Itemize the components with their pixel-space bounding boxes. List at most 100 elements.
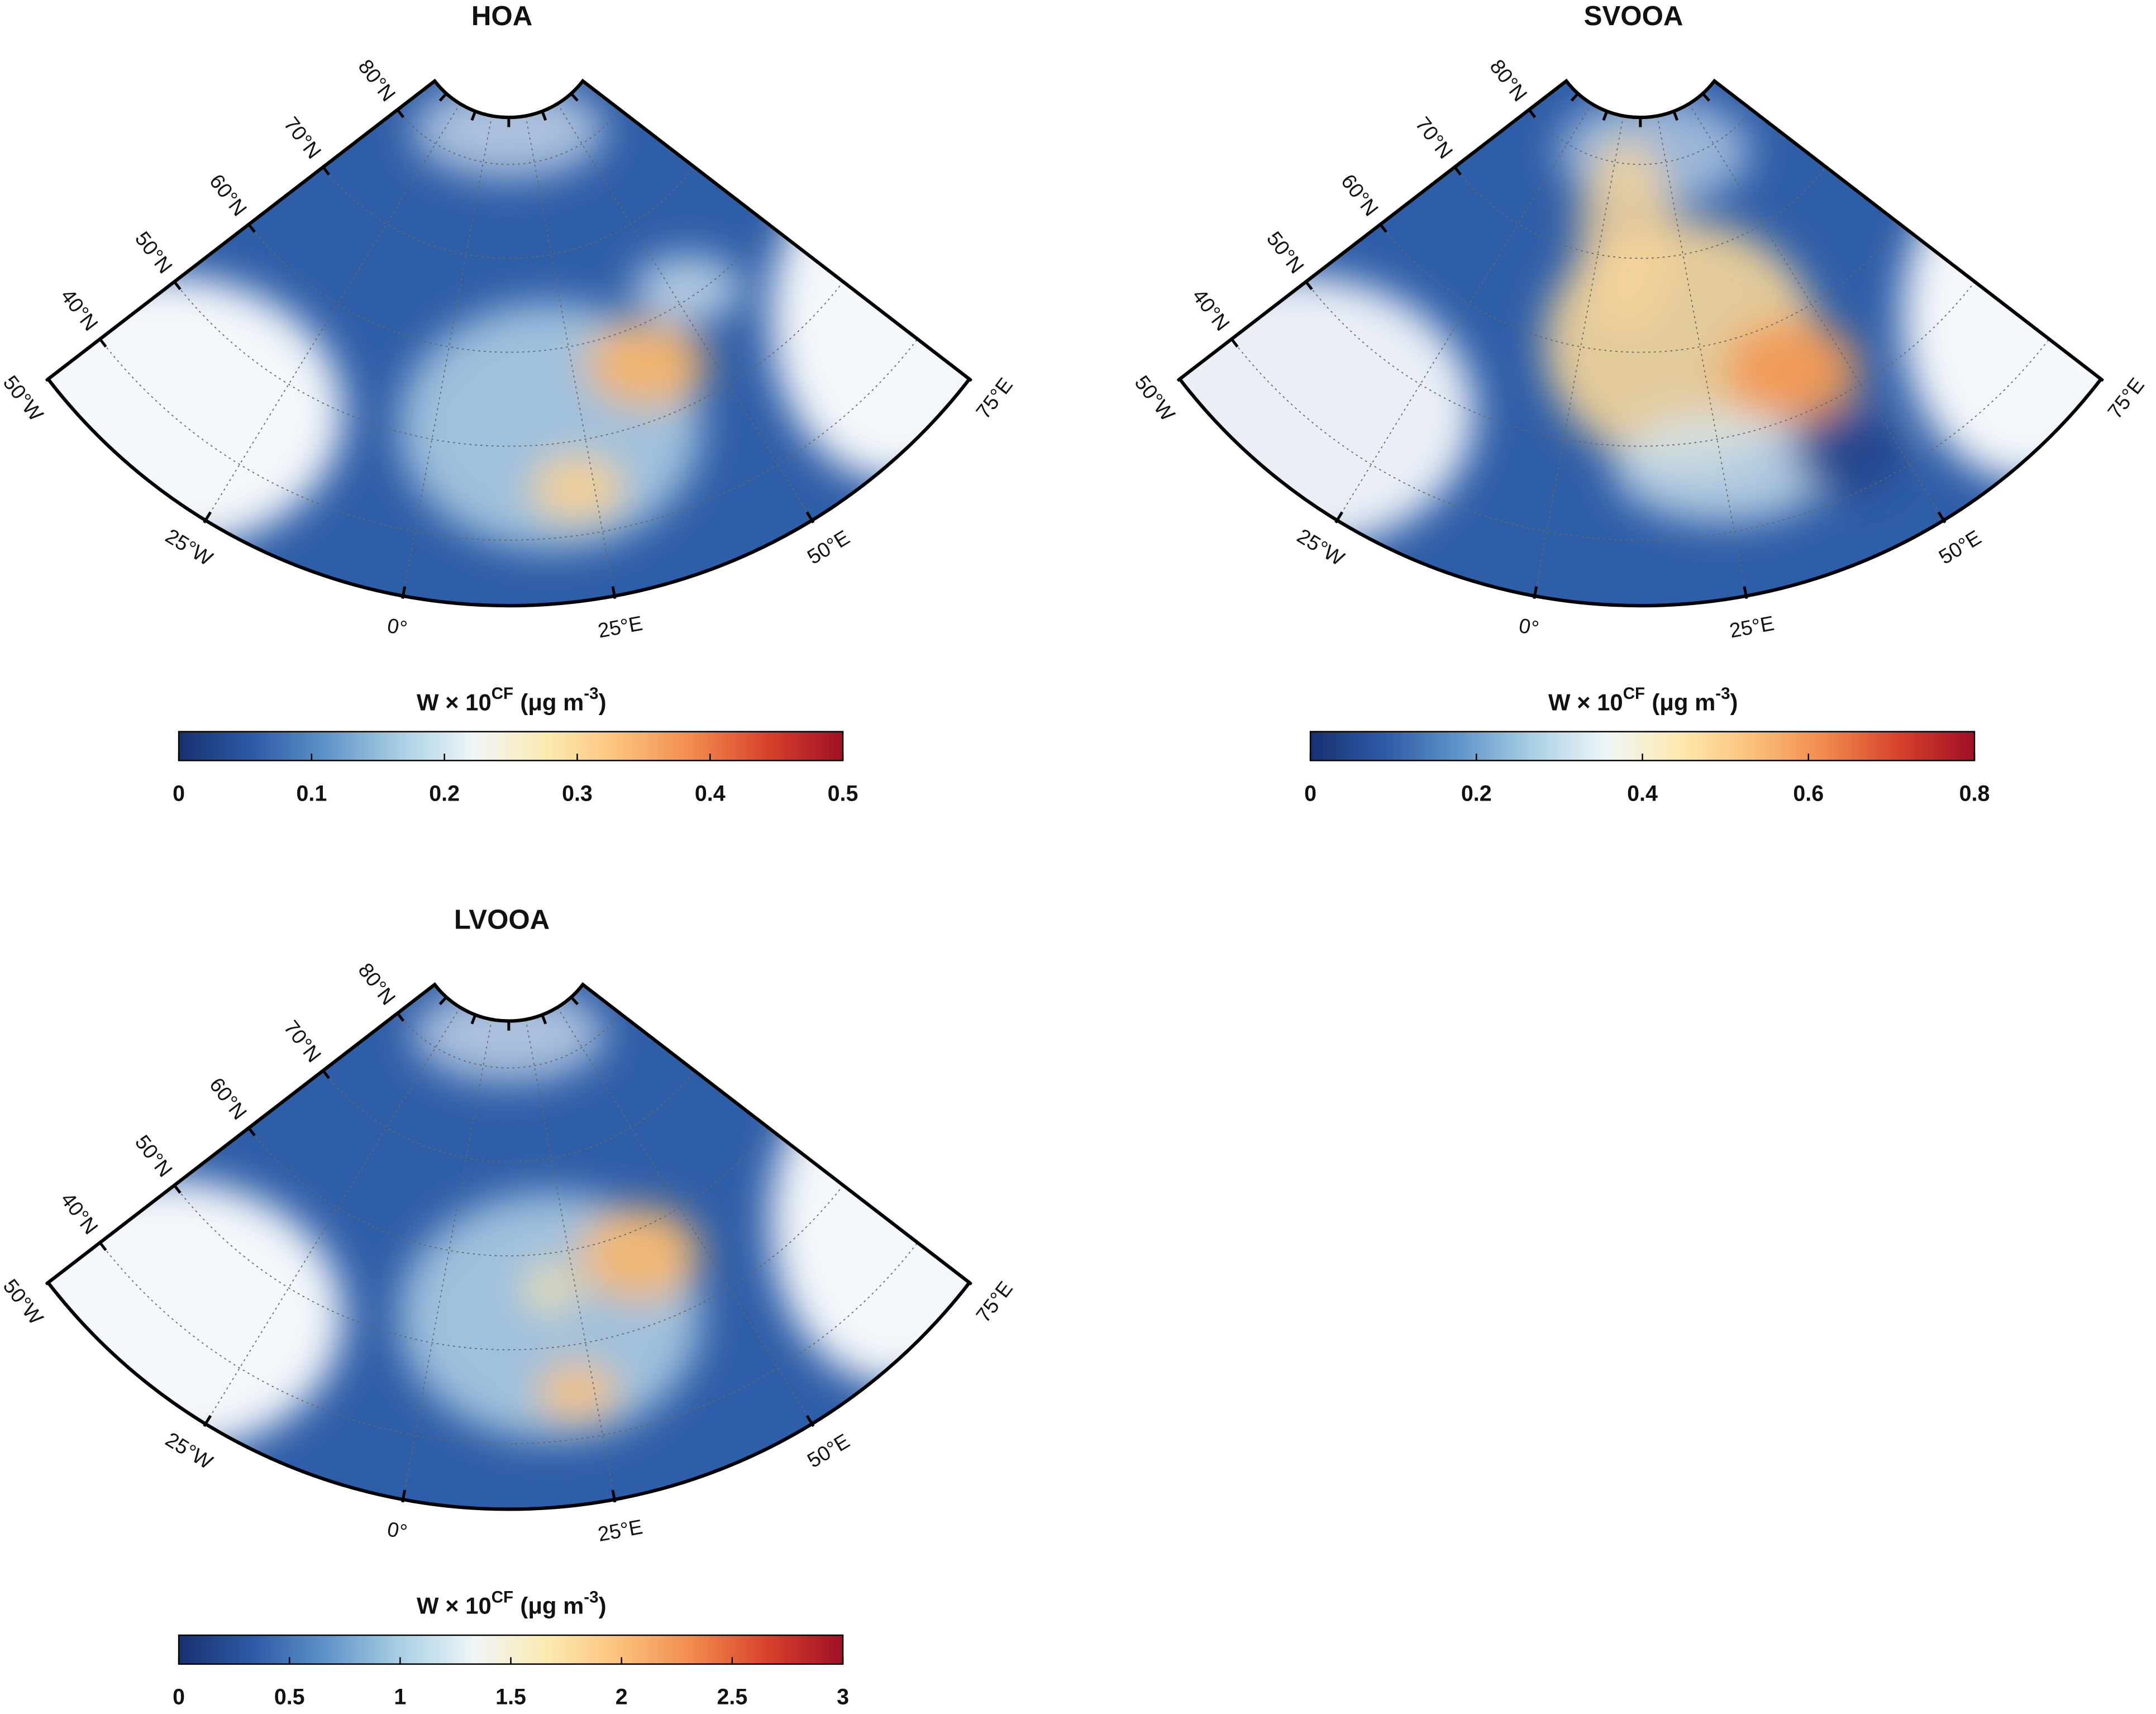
colorbar-label-part: -3 xyxy=(584,684,598,703)
lon-label: 25°W xyxy=(161,1428,217,1474)
frame-tick xyxy=(1602,111,1609,121)
lat-label: 40°N xyxy=(56,284,103,335)
heat-blob xyxy=(536,1361,619,1422)
colorbar-label-part: -3 xyxy=(1715,684,1730,703)
heat-blob xyxy=(48,1178,344,1454)
colorbar-label-part: ) xyxy=(599,1593,607,1619)
frame-tick xyxy=(1305,280,1313,291)
heat-blob xyxy=(48,275,344,550)
frame-tick xyxy=(1533,586,1538,599)
graticule xyxy=(1454,166,1826,259)
frame-tick xyxy=(1176,372,1189,382)
colorbar-label-part: (μg m xyxy=(520,1593,584,1619)
lat-label: 50°N xyxy=(131,1131,177,1181)
lon-label: 0° xyxy=(1517,614,1540,640)
frame-tick xyxy=(570,996,579,1006)
colorbar-tick-label: 1.5 xyxy=(495,1685,526,1710)
frame-tick xyxy=(396,1012,405,1022)
colorbar-tick-label: 0.8 xyxy=(1959,781,1990,806)
heat-blob xyxy=(584,320,708,409)
colorbar-label-part: W × 10 xyxy=(1548,689,1623,715)
colorbar-tick-label: 0 xyxy=(173,781,185,806)
frame-tick xyxy=(1230,338,1239,348)
colorbar-tick-label: 0.4 xyxy=(1627,781,1658,806)
graticule xyxy=(397,1013,621,1069)
lat-label: 40°N xyxy=(1188,284,1234,335)
frame-tick xyxy=(805,1415,815,1427)
frame-tick xyxy=(541,1014,547,1025)
colorbar-tick-label: 1 xyxy=(394,1685,406,1710)
lon-label: 25°E xyxy=(596,612,645,642)
frame-tick xyxy=(247,1127,256,1137)
colorbar-tick-label: 2.5 xyxy=(717,1685,748,1710)
frame-tick xyxy=(961,1275,972,1286)
graticule xyxy=(1528,109,1752,165)
frame-tick xyxy=(1453,166,1462,176)
frame-tick xyxy=(322,166,331,176)
lon-label: 25°E xyxy=(1728,612,1776,642)
colorbar-tick-label: 0.1 xyxy=(296,781,327,806)
frame-tick xyxy=(611,1489,617,1503)
heat-blob xyxy=(1578,137,1675,330)
map-panel: HOA 80°N 70°N 60°N 50°N 40°N50°W 25°W 0° 25°E 50°… xyxy=(0,1,1017,806)
colorbar-label-part: (μg m xyxy=(1652,689,1715,715)
colorbar-tick-label: 0.4 xyxy=(695,781,726,806)
lon-label: 75°E xyxy=(971,1277,1017,1327)
colorbar-tick-label: 2 xyxy=(616,1685,628,1710)
lon-label: 50°W xyxy=(0,372,48,426)
frame-tick xyxy=(401,1489,407,1503)
panel-title: LVOOA xyxy=(454,904,550,935)
frame-tick xyxy=(99,1241,107,1251)
lat-label: 50°N xyxy=(131,227,177,278)
frame-tick xyxy=(203,1415,212,1427)
panel-title: SVOOA xyxy=(1584,1,1683,31)
heat-blob xyxy=(522,1264,578,1313)
map-panel: SVOOA 80°N 70°N 60°N 50°N 40°N50°W 25°W 0° 25°E 5… xyxy=(1131,1,2149,806)
colorbar-label-part: ) xyxy=(599,689,607,715)
lat-label: 70°N xyxy=(279,1016,326,1067)
colorbar-tick-label: 3 xyxy=(837,1685,849,1710)
frame-tick xyxy=(611,586,617,599)
frame-tick xyxy=(541,111,547,121)
graticule xyxy=(322,166,695,259)
graticule xyxy=(1305,281,1976,447)
colorbar-label-part: (μg m xyxy=(520,689,584,715)
colorbar-label-part: CF xyxy=(492,1588,513,1606)
frame-tick xyxy=(1570,92,1579,102)
heatmap xyxy=(1180,81,2101,606)
frame-tick xyxy=(438,92,447,102)
lon-label: 50°E xyxy=(1935,526,1985,569)
lon-label: 75°E xyxy=(971,374,1017,423)
lat-label: 70°N xyxy=(1411,112,1457,163)
frame-tick xyxy=(805,511,815,523)
lon-label: 25°E xyxy=(596,1515,645,1546)
map-frame xyxy=(45,982,972,1511)
lon-label: 25°W xyxy=(1293,524,1348,570)
frame-tick xyxy=(45,1275,57,1286)
colorbar-label-part: W × 10 xyxy=(417,1593,492,1619)
map-frame xyxy=(45,78,972,608)
lat-label: 80°N xyxy=(354,55,400,106)
colorbar-label-part: -3 xyxy=(584,1588,598,1606)
lat-label: 60°N xyxy=(1337,170,1383,220)
lat-label: 40°N xyxy=(56,1188,103,1239)
frame-tick xyxy=(1672,111,1679,121)
colorbar-tick-label: 0.5 xyxy=(828,781,858,806)
lon-label: 75°E xyxy=(2103,374,2149,423)
frame-tick xyxy=(1937,511,1947,523)
lon-label: 50°W xyxy=(1131,372,1180,426)
heat-blob xyxy=(529,454,626,523)
lon-label: 0° xyxy=(385,614,409,640)
heat-blob xyxy=(1723,319,1861,424)
heatmap xyxy=(48,81,970,606)
frame-tick xyxy=(2092,372,2104,382)
heat-blob xyxy=(1901,151,2101,482)
graticule xyxy=(1380,224,1901,353)
colorbar-label: W × 10CF (μg m-3) xyxy=(1548,684,1738,715)
graticule xyxy=(205,103,461,521)
graticule xyxy=(174,281,844,447)
lat-label: 80°N xyxy=(1485,55,1532,106)
heat-blob xyxy=(577,1206,702,1303)
frame-tick xyxy=(570,92,579,102)
